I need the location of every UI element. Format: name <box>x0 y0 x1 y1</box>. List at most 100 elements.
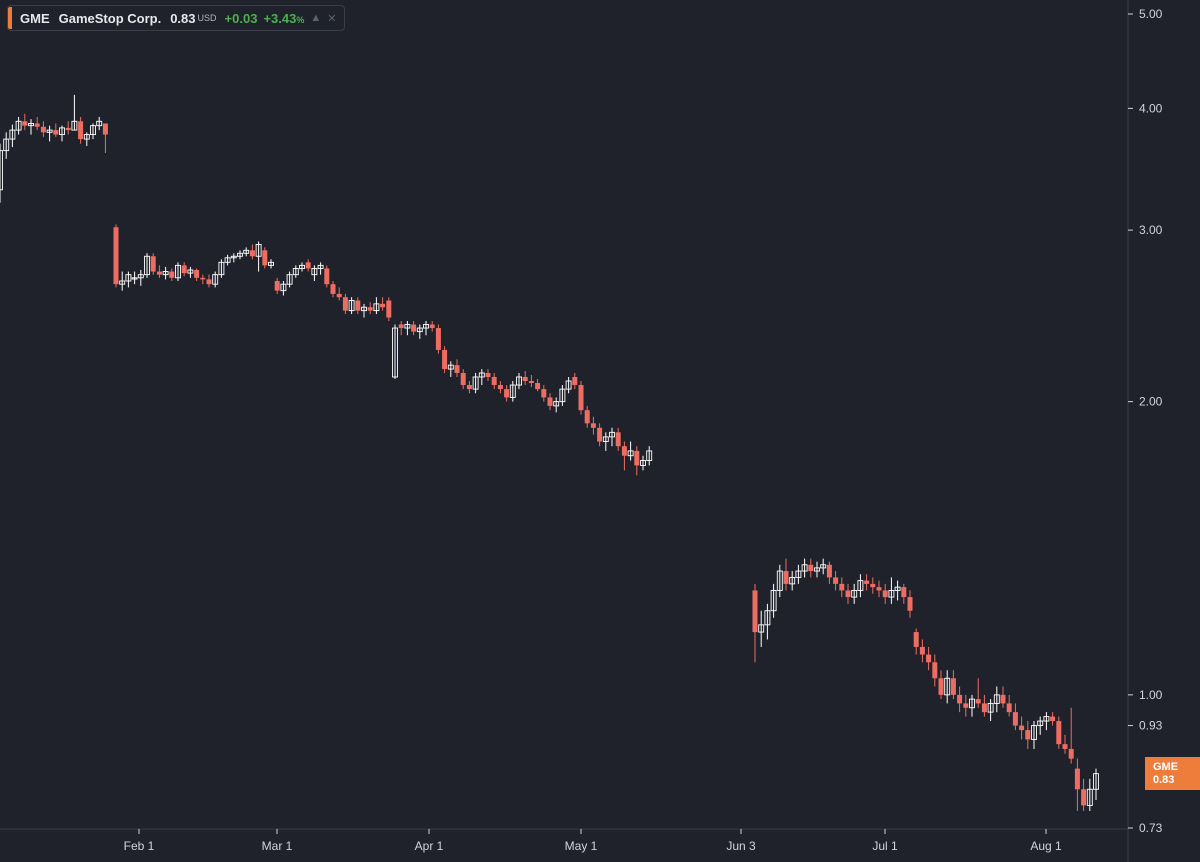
candle[interactable] <box>230 253 237 263</box>
candle[interactable] <box>206 274 212 288</box>
candle[interactable] <box>597 423 603 447</box>
candle[interactable] <box>851 583 858 604</box>
candle[interactable] <box>150 253 156 275</box>
candle[interactable] <box>565 376 572 394</box>
candle[interactable] <box>602 432 609 451</box>
candle[interactable] <box>200 274 206 285</box>
candle[interactable] <box>770 583 777 618</box>
candle[interactable] <box>957 686 963 713</box>
candle[interactable] <box>932 654 938 687</box>
candle[interactable] <box>919 639 925 663</box>
candle[interactable] <box>175 262 181 281</box>
candle[interactable] <box>1012 703 1018 731</box>
candle[interactable] <box>535 378 541 392</box>
candle[interactable] <box>584 405 590 428</box>
price-axis[interactable]: 5.00 4.00 3.00 2.00 1.00 0.93 0.73 <box>1127 0 1163 862</box>
candle[interactable] <box>820 558 827 575</box>
candle[interactable] <box>478 369 485 386</box>
candle[interactable] <box>950 670 956 700</box>
candle[interactable] <box>28 119 34 135</box>
candle[interactable] <box>640 455 646 471</box>
candle[interactable] <box>882 583 888 604</box>
candle[interactable] <box>504 385 510 402</box>
candle[interactable] <box>987 699 994 722</box>
candle[interactable] <box>416 324 423 339</box>
candle[interactable] <box>845 583 851 604</box>
candle[interactable] <box>454 359 460 377</box>
candle[interactable] <box>1050 712 1056 726</box>
candle[interactable] <box>1081 778 1087 811</box>
candle[interactable] <box>46 125 53 142</box>
candle[interactable] <box>274 277 280 294</box>
candle[interactable] <box>59 125 65 142</box>
candle[interactable] <box>125 271 132 288</box>
candle[interactable] <box>442 346 448 374</box>
candle[interactable] <box>299 262 305 272</box>
candle[interactable] <box>367 302 373 315</box>
candle[interactable] <box>752 583 758 663</box>
candle[interactable] <box>96 116 103 131</box>
symbol-ticker[interactable]: GME <box>20 10 50 26</box>
candle[interactable] <box>237 250 243 260</box>
candle[interactable] <box>268 259 274 269</box>
candle[interactable] <box>839 577 845 598</box>
candle[interactable] <box>764 603 771 640</box>
candle[interactable] <box>392 324 398 379</box>
candle[interactable] <box>460 369 466 390</box>
candle[interactable] <box>547 393 553 411</box>
candle[interactable] <box>305 259 311 272</box>
symbol-legend[interactable]: GME GameStop Corp. 0.83 USD +0.03 +3.43%… <box>7 5 346 31</box>
candle[interactable] <box>131 271 138 285</box>
candle[interactable] <box>522 371 528 386</box>
candle[interactable] <box>144 253 150 278</box>
candle[interactable] <box>1093 768 1099 800</box>
candle[interactable] <box>491 373 497 390</box>
candle[interactable] <box>516 373 522 390</box>
candle[interactable] <box>330 280 336 298</box>
candle[interactable] <box>485 369 491 381</box>
candle[interactable] <box>22 113 28 131</box>
candle[interactable] <box>857 574 864 598</box>
candle[interactable] <box>0 143 3 203</box>
candle[interactable] <box>1037 716 1044 735</box>
candle[interactable] <box>40 121 46 137</box>
candle[interactable] <box>938 670 944 700</box>
candle[interactable] <box>963 694 969 717</box>
candle[interactable] <box>559 385 566 406</box>
candle[interactable] <box>870 577 876 594</box>
candle[interactable] <box>53 123 59 137</box>
candle[interactable] <box>324 265 330 288</box>
candle[interactable] <box>826 561 832 584</box>
candle[interactable] <box>404 320 411 336</box>
candle[interactable] <box>553 397 560 413</box>
candle[interactable] <box>65 121 71 135</box>
candle[interactable] <box>348 297 355 315</box>
candle[interactable] <box>83 132 90 146</box>
candle[interactable] <box>634 446 640 476</box>
candle[interactable] <box>1086 778 1093 811</box>
candle[interactable] <box>317 262 324 275</box>
candle[interactable] <box>993 686 1000 713</box>
candle[interactable] <box>528 374 534 388</box>
candle[interactable] <box>789 571 796 591</box>
candle[interactable] <box>833 571 839 591</box>
candle[interactable] <box>435 324 441 354</box>
candle[interactable] <box>181 262 187 277</box>
candle[interactable] <box>1025 721 1031 749</box>
candle[interactable] <box>497 380 503 394</box>
candle[interactable] <box>572 373 578 390</box>
candle[interactable] <box>1056 716 1062 749</box>
candle[interactable] <box>627 441 634 461</box>
candle[interactable] <box>907 590 913 618</box>
candle[interactable] <box>814 561 820 578</box>
candle[interactable] <box>876 580 882 598</box>
candle[interactable] <box>646 446 653 466</box>
candle[interactable] <box>361 303 367 318</box>
candle[interactable] <box>509 380 516 402</box>
candle[interactable] <box>864 574 870 591</box>
candle[interactable] <box>894 580 901 601</box>
candle[interactable] <box>249 244 255 260</box>
candle[interactable] <box>78 116 84 144</box>
candle[interactable] <box>590 416 596 435</box>
candle[interactable] <box>913 628 919 655</box>
